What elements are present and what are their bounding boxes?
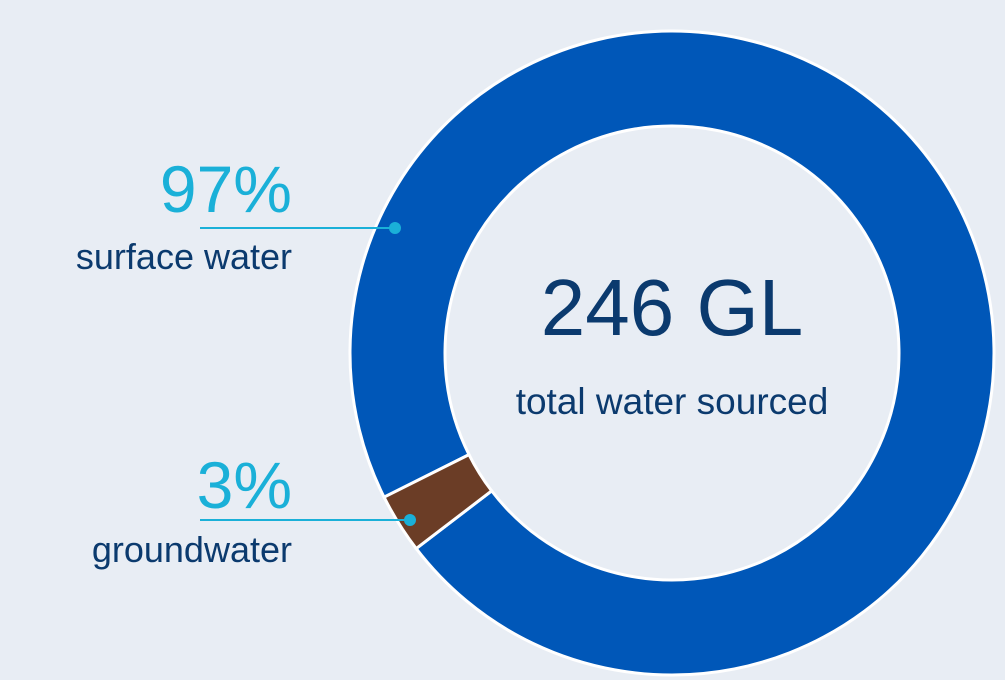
center-label: total water sourced xyxy=(516,381,829,422)
center-value: 246 GL xyxy=(541,263,803,352)
donut-segment xyxy=(348,29,996,677)
leader-dot xyxy=(404,514,416,526)
leader-dot xyxy=(389,222,401,234)
callouts: 97% surface water 3% groundwater xyxy=(76,152,416,570)
value-label: 97% xyxy=(160,152,292,226)
value-label: 3% xyxy=(197,448,292,522)
category-label: surface water xyxy=(76,236,292,277)
category-label: groundwater xyxy=(92,529,292,570)
